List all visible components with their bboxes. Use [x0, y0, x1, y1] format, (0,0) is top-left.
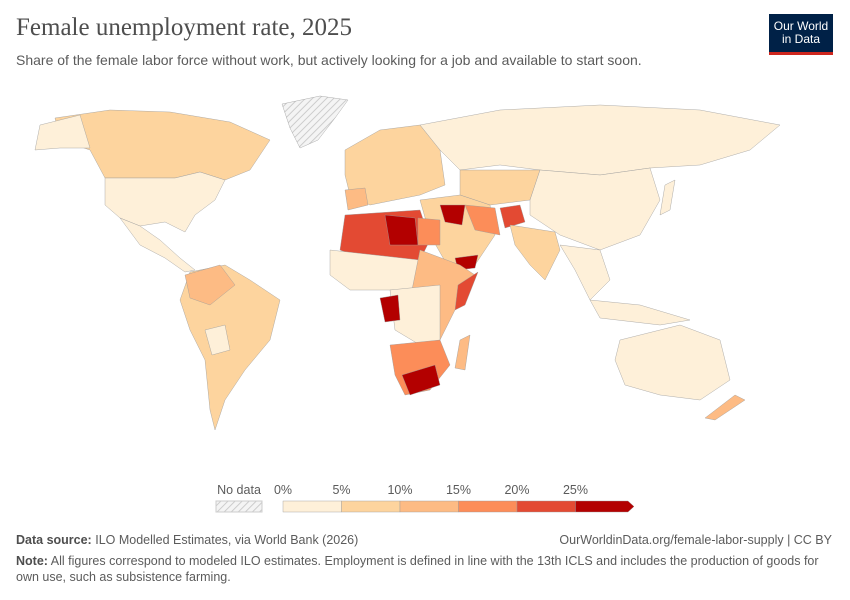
colombia-venezuela[interactable] [184, 264, 236, 306]
legend-bin[interactable] [282, 500, 342, 513]
libya[interactable] [384, 214, 419, 246]
logo-text: Our World [773, 19, 829, 33]
legend-tick-label: 15% [445, 483, 472, 497]
legend-tick-label: 10% [387, 483, 413, 497]
afghanistan[interactable] [499, 204, 526, 229]
new-zealand[interactable] [704, 394, 746, 421]
australia[interactable] [614, 324, 731, 401]
legend-bar [215, 500, 635, 513]
egypt[interactable] [417, 217, 441, 246]
india[interactable] [509, 224, 561, 281]
legend-tick-label: 0% [273, 483, 293, 497]
greenland[interactable] [281, 95, 349, 149]
note-label: Note: [16, 554, 48, 568]
owid-logo[interactable]: Our World in Data [769, 14, 833, 55]
legend-bin[interactable] [516, 500, 576, 513]
note-text: All figures correspond to modeled ILO es… [16, 554, 819, 584]
russia[interactable] [419, 104, 781, 176]
usa[interactable] [104, 171, 226, 233]
japan[interactable] [659, 179, 676, 216]
bolivia[interactable] [204, 324, 231, 356]
gabon-congo[interactable] [379, 294, 401, 323]
southeast-asia[interactable] [559, 244, 611, 301]
iraq-syria[interactable] [439, 204, 466, 226]
iran[interactable] [464, 204, 501, 236]
logo-text: in Data [781, 32, 821, 46]
spain[interactable] [344, 187, 369, 211]
legend-bin[interactable] [399, 500, 459, 513]
south-america[interactable] [179, 264, 281, 431]
legend-tick-label: 5% [332, 483, 351, 497]
chart-title: Female unemployment rate, 2025 [16, 14, 353, 41]
legend-bin[interactable] [341, 500, 401, 513]
source-label: Data source: [16, 533, 92, 547]
world-map [34, 95, 781, 431]
note: Note: All figures correspond to modeled … [16, 553, 831, 585]
china[interactable] [529, 167, 661, 251]
legend-bin[interactable] [575, 500, 635, 513]
source-url[interactable]: OurWorldinData.org/female-labor-supply |… [559, 533, 832, 547]
europe[interactable] [344, 124, 446, 206]
data-source: Data source: ILO Modelled Estimates, via… [16, 533, 358, 547]
alaska[interactable] [34, 114, 91, 151]
source-text[interactable]: ILO Modelled Estimates, via World Bank (… [95, 533, 359, 547]
legend-tick-label: 20% [504, 483, 530, 497]
legend-bin[interactable] [458, 500, 518, 513]
legend-no-data-label: No data [217, 483, 261, 497]
legend-no-data-swatch [215, 500, 263, 513]
somalia[interactable] [454, 271, 479, 311]
mexico-central-america[interactable] [119, 217, 196, 273]
indonesia[interactable] [589, 299, 691, 326]
madagascar[interactable] [454, 334, 471, 371]
kazakhstan-central-asia[interactable] [459, 169, 541, 206]
legend-tick-label: 25% [562, 483, 589, 497]
chart-subtitle: Share of the female labor force without … [16, 52, 642, 68]
south-africa[interactable] [401, 364, 441, 396]
